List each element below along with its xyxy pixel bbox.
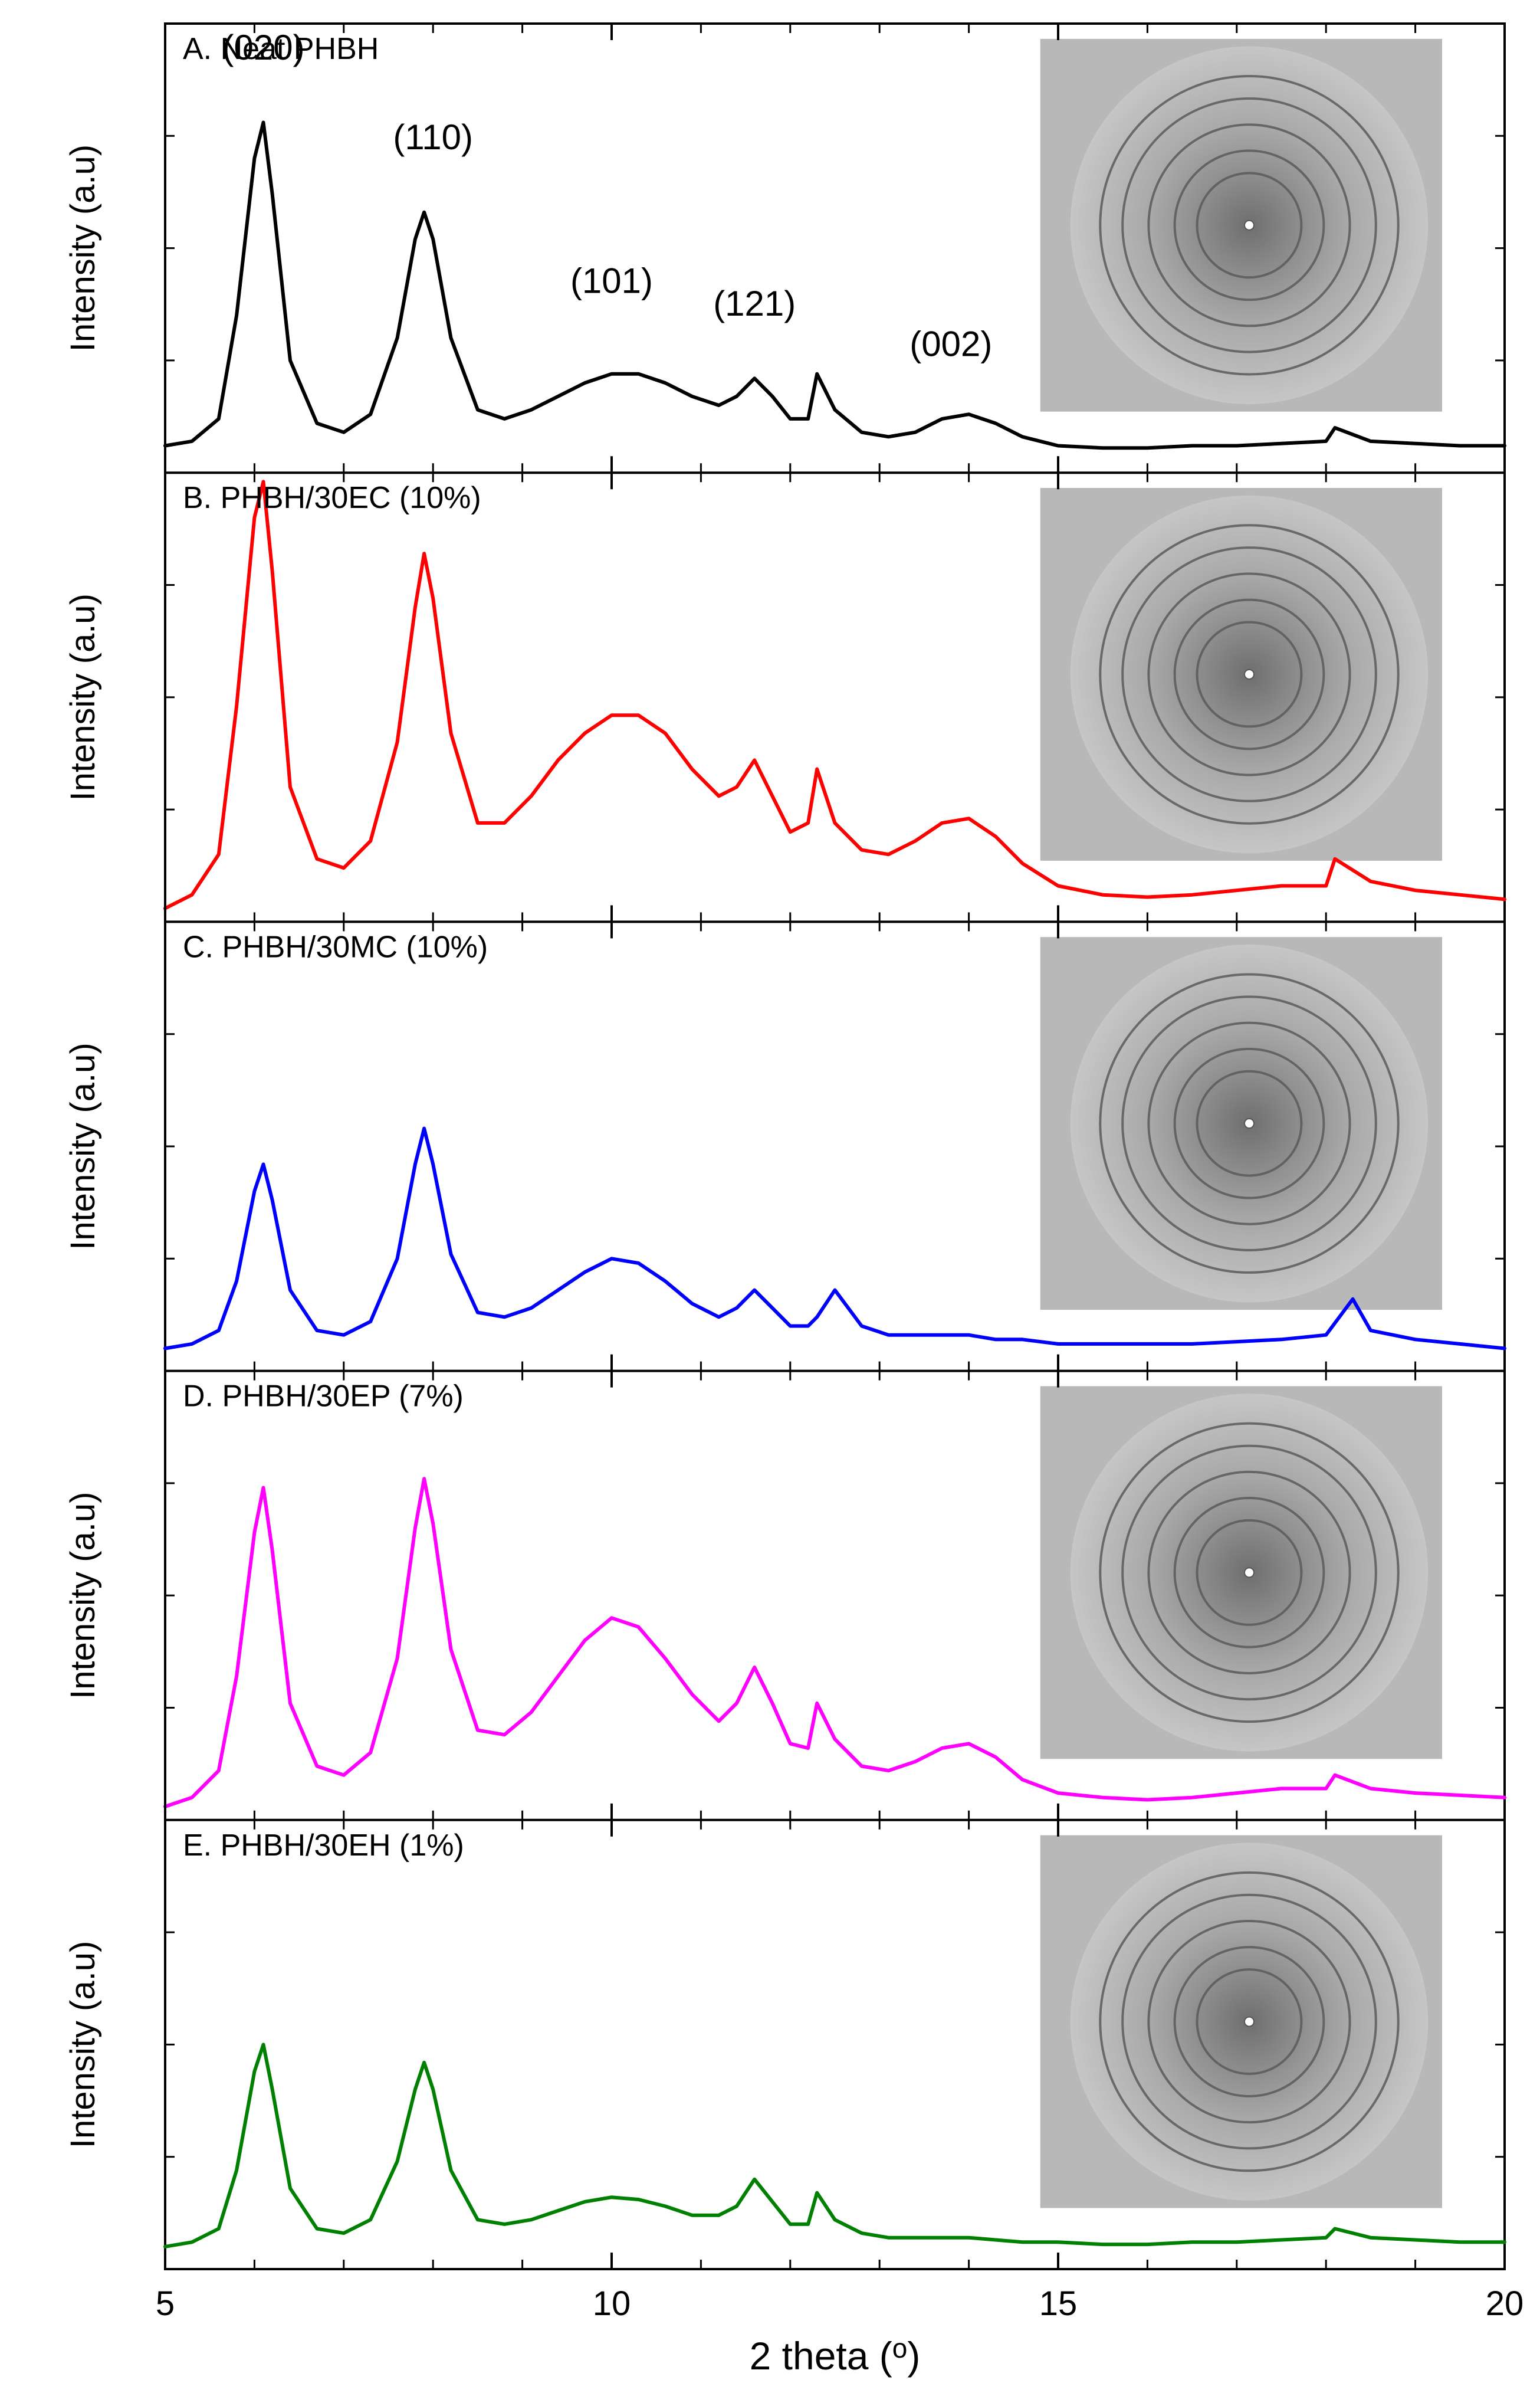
- y-axis-label-D: Intensity (a.u): [64, 1492, 102, 1699]
- xrd-stacked-figure: A. Neat PHBHIntensity (a.u)(020)(110)(10…: [0, 0, 1540, 2393]
- panel-label-C: C. PHBH/30MC (10%): [183, 930, 488, 964]
- x-tick-label: 15: [1039, 2284, 1078, 2323]
- diffraction-inset: [1040, 39, 1442, 412]
- diffraction-inset: [1040, 937, 1442, 1310]
- peak-label: (110): [393, 117, 473, 157]
- peak-label: (002): [909, 324, 992, 363]
- panel-label-E: E. PHBH/30EH (1%): [183, 1828, 464, 1863]
- diffraction-inset: [1040, 1835, 1442, 2208]
- y-axis-label-B: Intensity (a.u): [64, 594, 102, 801]
- y-axis-label-E: Intensity (a.u): [64, 1941, 102, 2148]
- peak-label: (101): [570, 261, 653, 301]
- diffraction-inset: [1040, 488, 1442, 861]
- panel-label-D: D. PHBH/30EP (7%): [183, 1379, 464, 1414]
- x-tick-label: 10: [593, 2284, 631, 2323]
- x-tick-label: 20: [1486, 2284, 1524, 2323]
- peak-label: (020): [222, 28, 305, 67]
- y-axis-label-C: Intensity (a.u): [64, 1043, 102, 1250]
- diffraction-inset: [1040, 1386, 1442, 1759]
- x-tick-label: 5: [156, 2284, 175, 2323]
- y-axis-label-A: Intensity (a.u): [64, 145, 102, 352]
- peak-label: (121): [713, 284, 796, 323]
- panel-label-B: B. PHBH/30EC (10%): [183, 481, 481, 515]
